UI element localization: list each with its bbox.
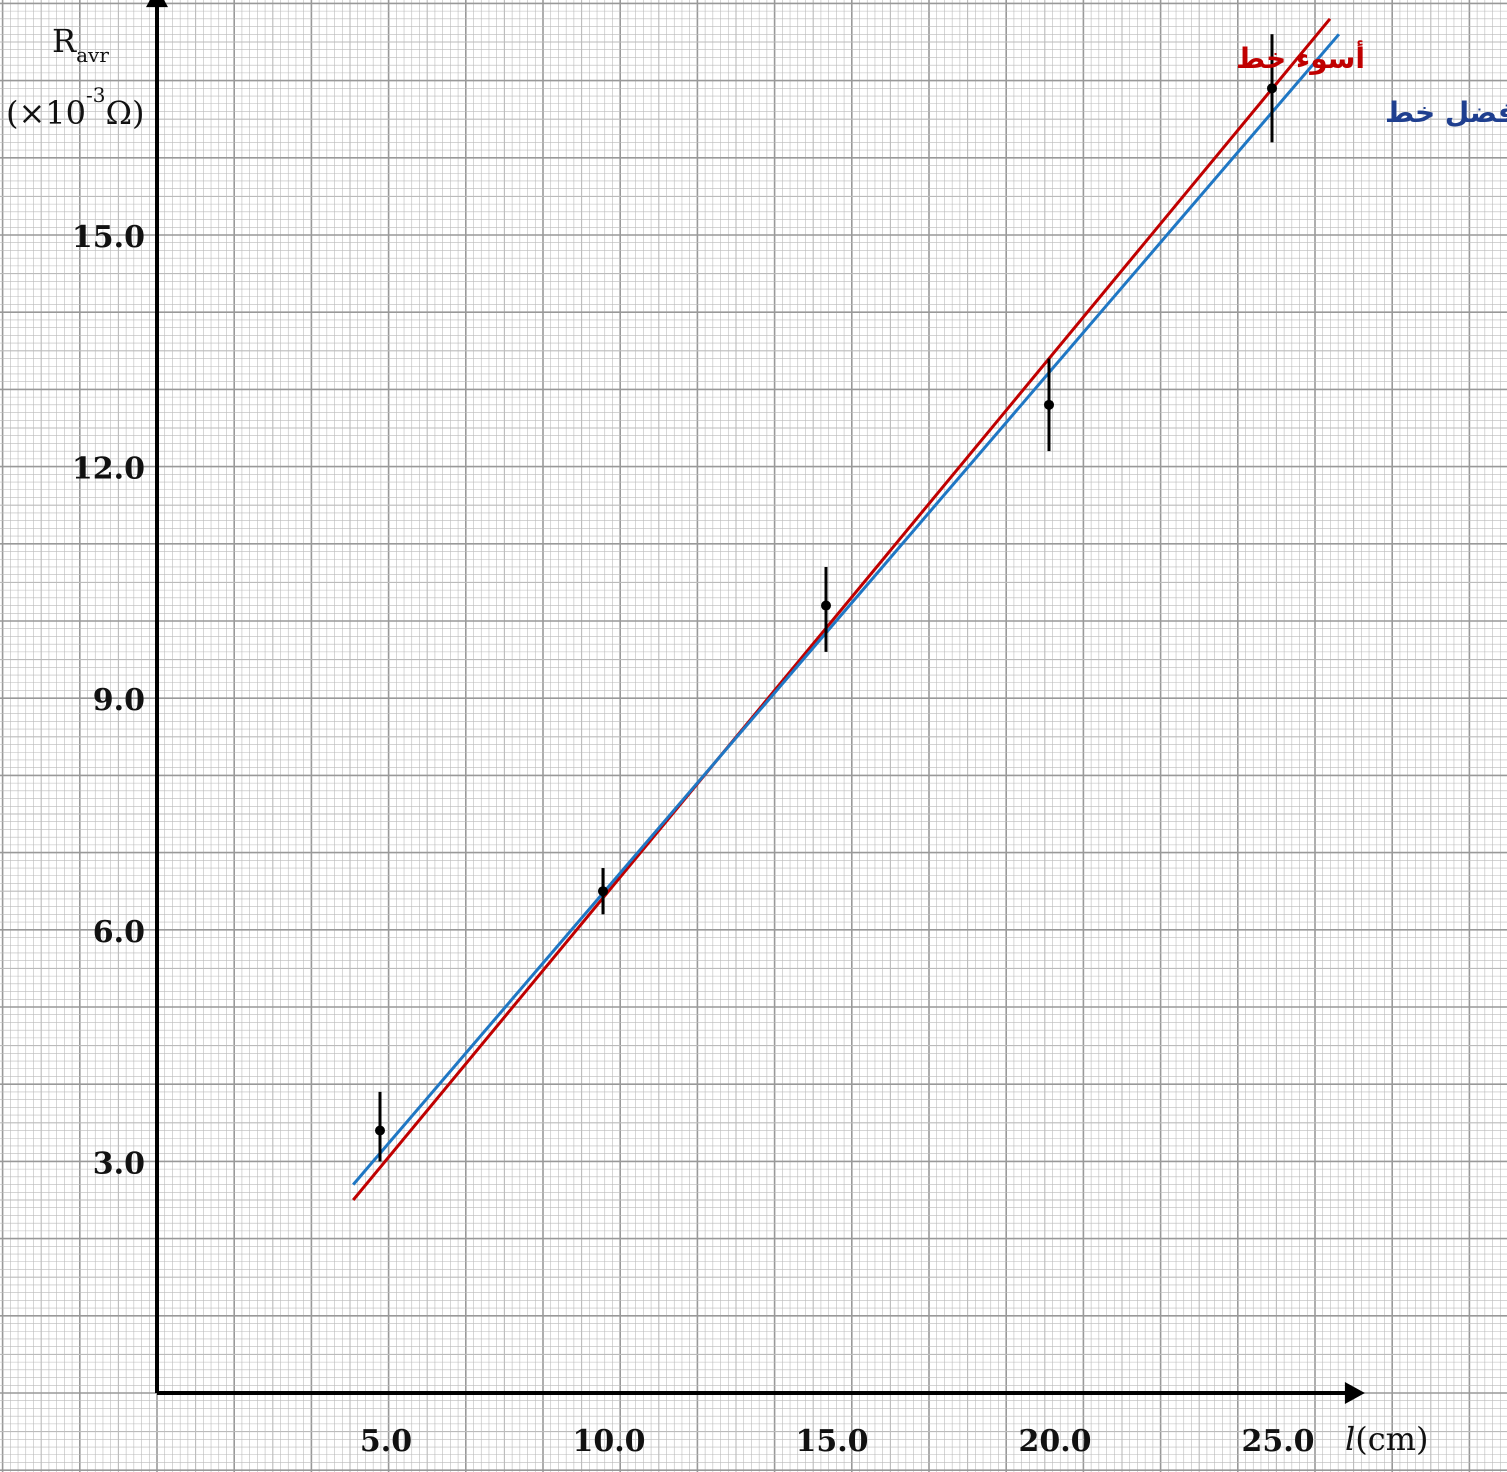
x-tick-label: 25.0 bbox=[1241, 1424, 1314, 1459]
data-point bbox=[598, 886, 608, 897]
y-axis-arrow bbox=[146, 0, 168, 8]
best-line-label: أفضل خط bbox=[1385, 94, 1507, 129]
x-axis-symbol: l bbox=[1345, 1420, 1355, 1458]
y-axis-subscript: avr bbox=[76, 43, 109, 67]
y-tick-label: 9.0 bbox=[93, 683, 145, 718]
y-axis-unit-suffix: Ω) bbox=[106, 94, 145, 132]
worst-line-label: أسوء خط bbox=[1236, 40, 1365, 75]
axes bbox=[146, 0, 1365, 1404]
data-point bbox=[375, 1125, 385, 1136]
svg-text:Ravr: Ravr bbox=[52, 22, 109, 67]
y-tick-label: 6.0 bbox=[93, 915, 145, 950]
data-point bbox=[1044, 399, 1054, 410]
y-axis-unit-prefix: (×10 bbox=[6, 94, 86, 132]
tick-labels: 5.0 10.0 15.0 20.0 25.0 3.0 6.0 9.0 12.0 15.0 bbox=[72, 220, 1315, 1459]
x-axis-unit: (cm) bbox=[1355, 1420, 1428, 1458]
data-point bbox=[821, 600, 831, 611]
fit-lines bbox=[352, 17, 1341, 1201]
y-tick-label: 15.0 bbox=[72, 220, 145, 255]
x-tick-label: 15.0 bbox=[795, 1424, 868, 1459]
y-tick-label: 12.0 bbox=[72, 452, 145, 487]
data-point bbox=[1267, 83, 1277, 94]
x-tick-label: 10.0 bbox=[572, 1424, 645, 1459]
y-axis-unit-exponent: -3 bbox=[86, 83, 105, 107]
x-tick-label: 5.0 bbox=[360, 1424, 412, 1459]
y-tick-label: 3.0 bbox=[93, 1146, 145, 1181]
best-fit-line bbox=[352, 33, 1341, 1186]
svg-text:(×10-3Ω): (×10-3Ω) bbox=[6, 83, 145, 132]
data-points bbox=[375, 34, 1277, 1162]
x-tick-label: 20.0 bbox=[1018, 1424, 1091, 1459]
y-axis-symbol: R bbox=[52, 22, 77, 60]
x-axis-arrow bbox=[1344, 1382, 1365, 1404]
y-axis-title: Ravr (×10-3Ω) bbox=[6, 22, 145, 132]
worst-fit-line bbox=[352, 17, 1332, 1201]
x-axis-title: l(cm) bbox=[1345, 1420, 1428, 1458]
